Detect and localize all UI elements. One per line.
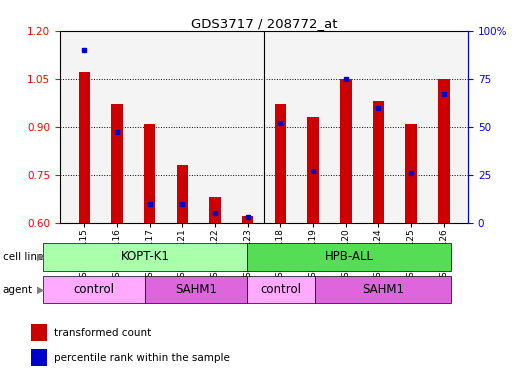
- Bar: [31, 349, 48, 366]
- Bar: [308, 117, 319, 223]
- Bar: [144, 124, 155, 223]
- Text: transformed count: transformed count: [54, 328, 152, 338]
- Text: control: control: [260, 283, 302, 296]
- Text: ▶: ▶: [37, 285, 44, 295]
- Bar: [43, 243, 247, 271]
- Bar: [315, 276, 451, 303]
- Bar: [247, 243, 451, 271]
- Bar: [43, 276, 145, 303]
- Text: agent: agent: [3, 285, 33, 295]
- Text: HPB-ALL: HPB-ALL: [325, 250, 373, 263]
- Bar: [340, 79, 351, 223]
- Bar: [78, 72, 90, 223]
- Text: control: control: [74, 283, 115, 296]
- Bar: [275, 104, 286, 223]
- Bar: [405, 124, 417, 223]
- Bar: [145, 276, 247, 303]
- Text: SAHM1: SAHM1: [175, 283, 217, 296]
- Text: SAHM1: SAHM1: [362, 283, 404, 296]
- Bar: [209, 197, 221, 223]
- Bar: [438, 79, 450, 223]
- Bar: [111, 104, 123, 223]
- Text: percentile rank within the sample: percentile rank within the sample: [54, 353, 230, 362]
- Text: ▶: ▶: [37, 252, 44, 262]
- Text: KOPT-K1: KOPT-K1: [121, 250, 169, 263]
- Bar: [242, 216, 254, 223]
- Bar: [31, 324, 48, 341]
- Bar: [373, 101, 384, 223]
- Bar: [247, 276, 315, 303]
- Text: cell line: cell line: [3, 252, 43, 262]
- Bar: [177, 165, 188, 223]
- Title: GDS3717 / 208772_at: GDS3717 / 208772_at: [191, 17, 337, 30]
